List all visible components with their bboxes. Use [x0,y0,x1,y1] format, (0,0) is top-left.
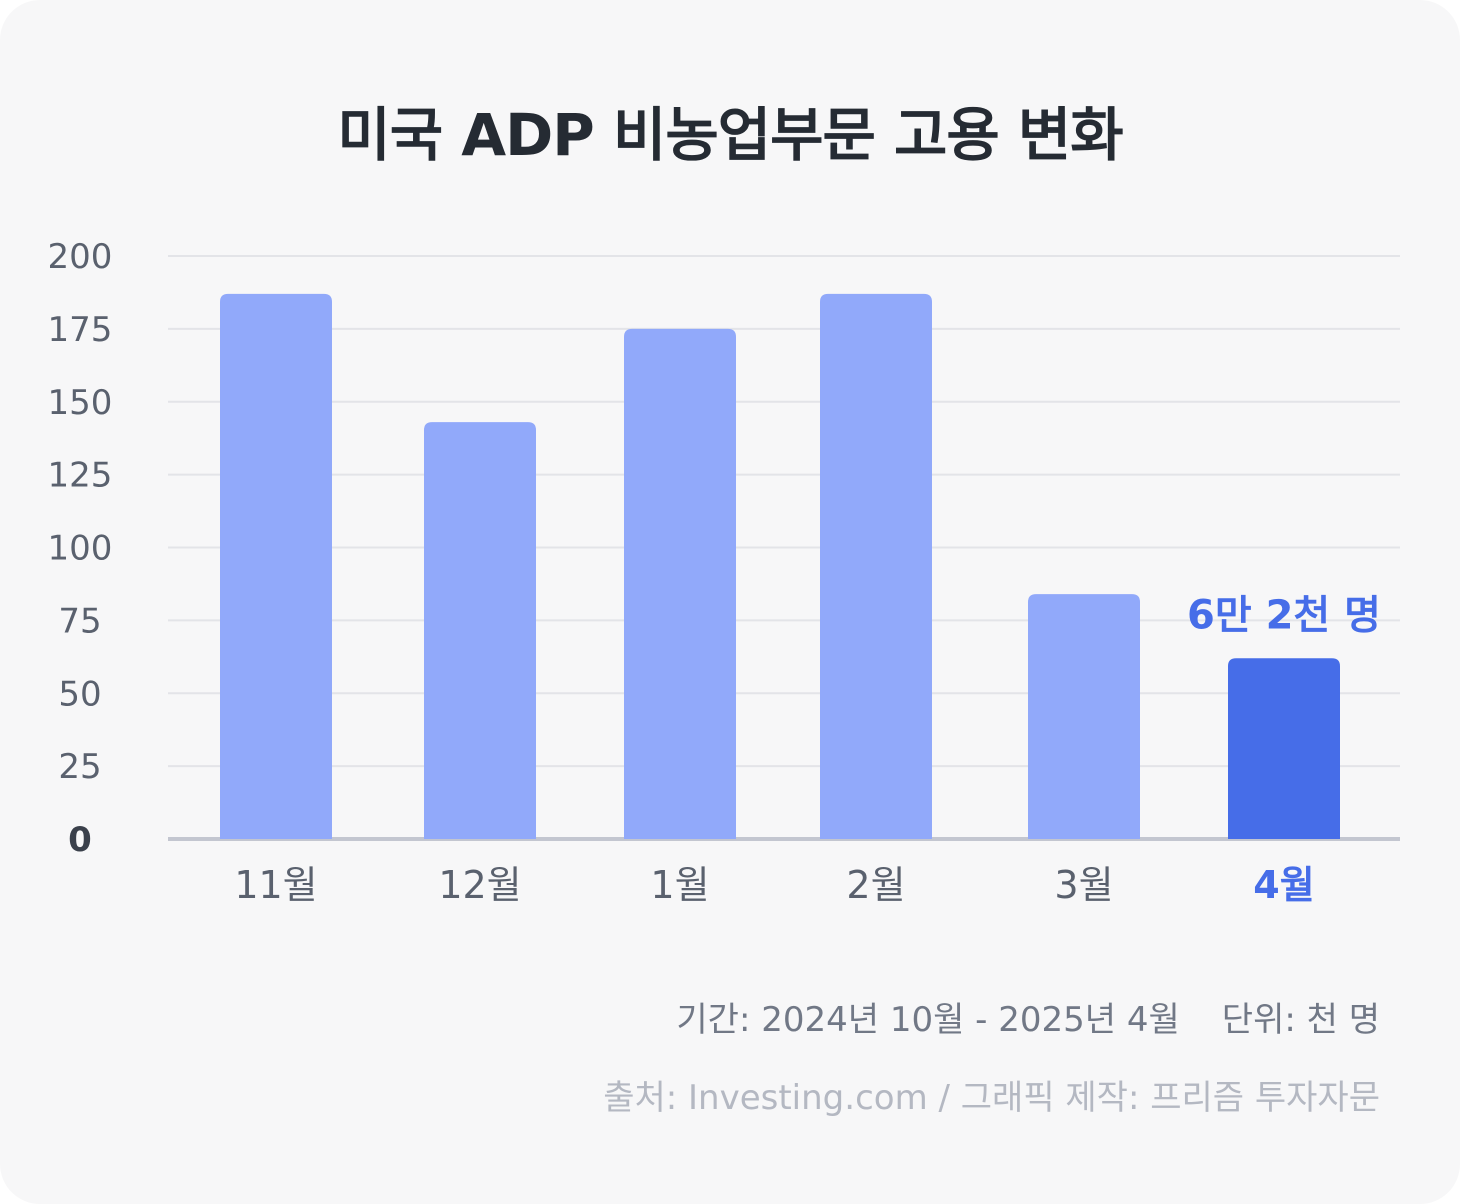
x-tick-label: 2월 [846,863,905,907]
bar-2 [424,422,536,839]
unit-text: 단위: 천 명 [1221,1000,1380,1040]
y-tick-label: 75 [58,601,101,641]
x-tick-label: 12월 [438,863,521,907]
y-tick-label: 125 [48,456,113,496]
y-tick-label: 100 [48,529,113,569]
y-tick-label: 150 [48,383,113,423]
highlight-value-label: 6만 2천 명 [1187,592,1381,638]
footer-period-row: 기간: 2024년 10월 - 2025년 4월 단위: 천 명 [676,992,1380,1041]
period-text: 기간: 2024년 10월 - 2025년 4월 [676,1000,1180,1040]
x-tick-label: 3월 [1054,863,1113,907]
bar-3 [624,328,736,839]
x-tick-label: 4월 [1253,863,1314,907]
x-tick-label: 1월 [650,863,709,907]
source-text: 출처: Investing.com / 그래픽 제작: 프리즘 투자자문 [603,1078,1380,1118]
bar-6 [1228,658,1340,839]
y-tick-label: 50 [58,674,101,714]
chart-title: 미국 ADP 비농업부문 고용 변화 [337,101,1123,169]
y-tick-label: 175 [48,310,113,350]
y-tick-label: 200 [48,237,113,277]
bar-5 [1028,594,1140,839]
y-tick-label: 25 [58,747,101,787]
bar-4 [820,293,932,839]
bar-1 [220,293,332,839]
y-tick-label: 0 [68,820,92,860]
x-tick-label: 11월 [234,863,317,907]
